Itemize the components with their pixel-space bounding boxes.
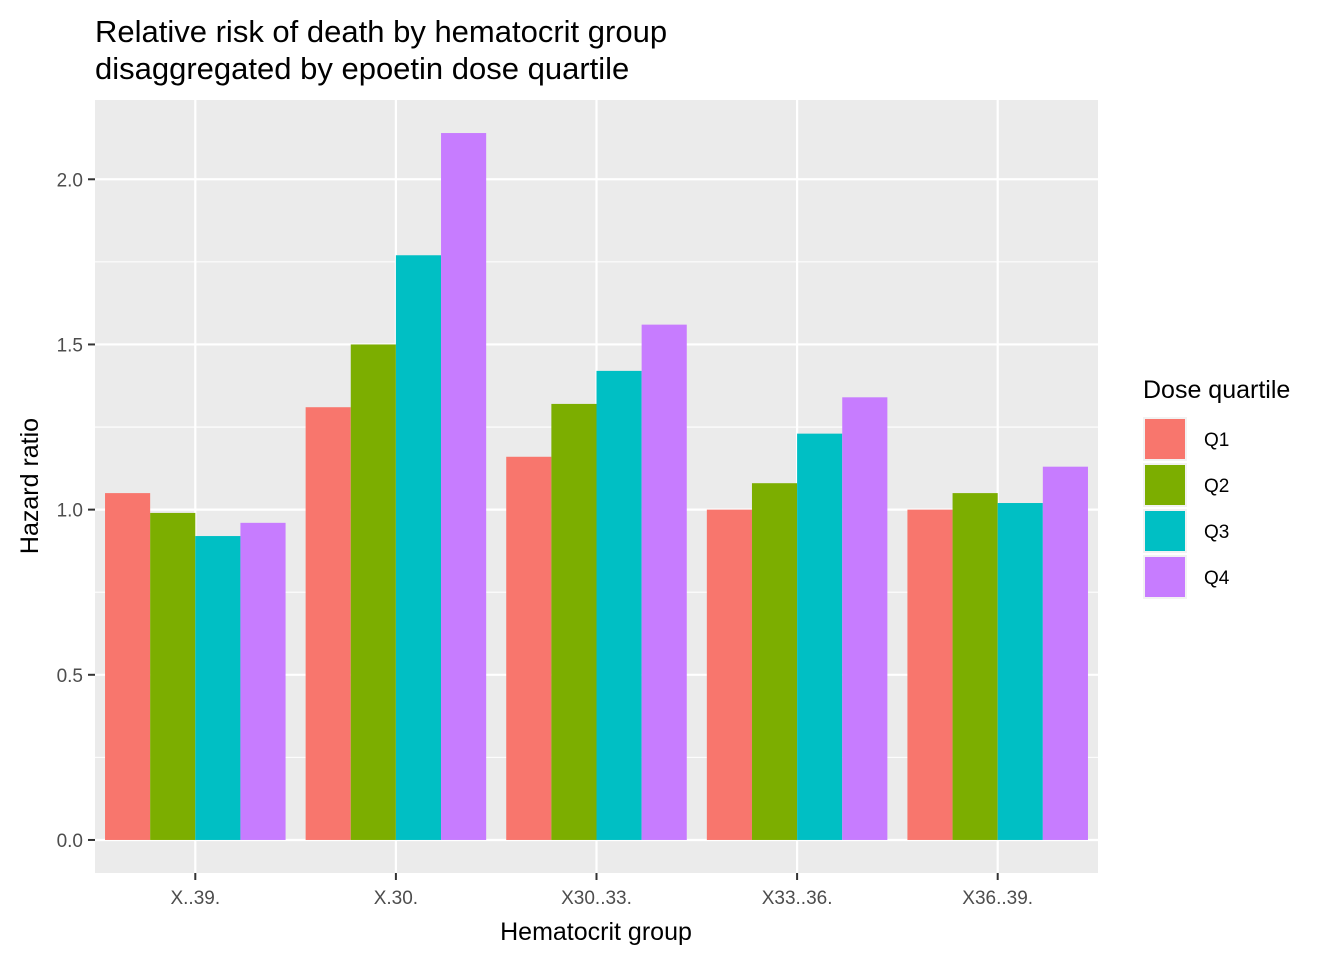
legend-swatch-q4 (1145, 557, 1185, 597)
legend-label-q4: Q4 (1204, 568, 1230, 589)
bar-q3-4 (797, 433, 843, 840)
y-axis-title: Hazard ratio (16, 418, 44, 554)
chart-title-line-1: Relative risk of death by hematocrit gro… (95, 14, 667, 49)
bar-q3-1 (195, 536, 241, 840)
legend-label-q1: Q1 (1204, 430, 1229, 451)
legend-title: Dose quartile (1143, 376, 1290, 404)
legend-swatch-q2 (1145, 465, 1185, 505)
x-axis-title: Hematocrit group (500, 918, 692, 946)
bar-q2-1 (150, 512, 196, 840)
bar-q1-4 (706, 509, 752, 840)
x-axis: X..39. X.30. X30..33. X33..36. X36..39. (170, 873, 1033, 909)
bar-q1-3 (506, 456, 552, 840)
bar-q4-2 (441, 133, 487, 840)
bar-q3-3 (596, 370, 642, 840)
bar-q2-5 (952, 493, 998, 840)
chart-title-line-2: disaggregated by epoetin dose quartile (95, 51, 629, 86)
bar-q2-2 (350, 344, 396, 840)
x-tick-label: X..39. (170, 888, 220, 909)
legend-swatch-q3 (1145, 511, 1185, 551)
bar-q4-3 (641, 324, 687, 840)
x-tick-label: X33..36. (762, 888, 833, 909)
y-tick-label: 2.0 (57, 170, 83, 191)
bar-q3-2 (395, 255, 442, 840)
bar-q1-1 (105, 493, 151, 840)
bars (105, 133, 1088, 840)
bar-q1-5 (907, 509, 953, 840)
y-tick-label: 1.5 (57, 335, 83, 356)
y-tick-label: 1.0 (57, 501, 83, 522)
bar-q4-1 (240, 522, 286, 840)
legend-label-q3: Q3 (1204, 522, 1229, 543)
bar-q1-2 (305, 407, 351, 840)
bar-q2-3 (551, 403, 597, 840)
y-tick-label: 0.5 (57, 666, 83, 687)
bar-q4-4 (842, 397, 888, 840)
x-tick-label: X36..39. (962, 888, 1033, 909)
bar-q2-4 (751, 483, 798, 840)
x-tick-label: X30..33. (561, 888, 632, 909)
legend-label-q2: Q2 (1204, 476, 1229, 497)
bar-q4-5 (1042, 466, 1088, 840)
y-axis: 0.0 0.5 1.0 1.5 2.0 (57, 170, 95, 852)
legend: Dose quartile Q1 Q2 Q3 Q4 (1143, 376, 1290, 599)
legend-swatch-q1 (1145, 419, 1185, 459)
bar-q3-5 (997, 503, 1043, 840)
y-tick-label: 0.0 (57, 831, 83, 852)
x-tick-label: X.30. (374, 888, 418, 909)
